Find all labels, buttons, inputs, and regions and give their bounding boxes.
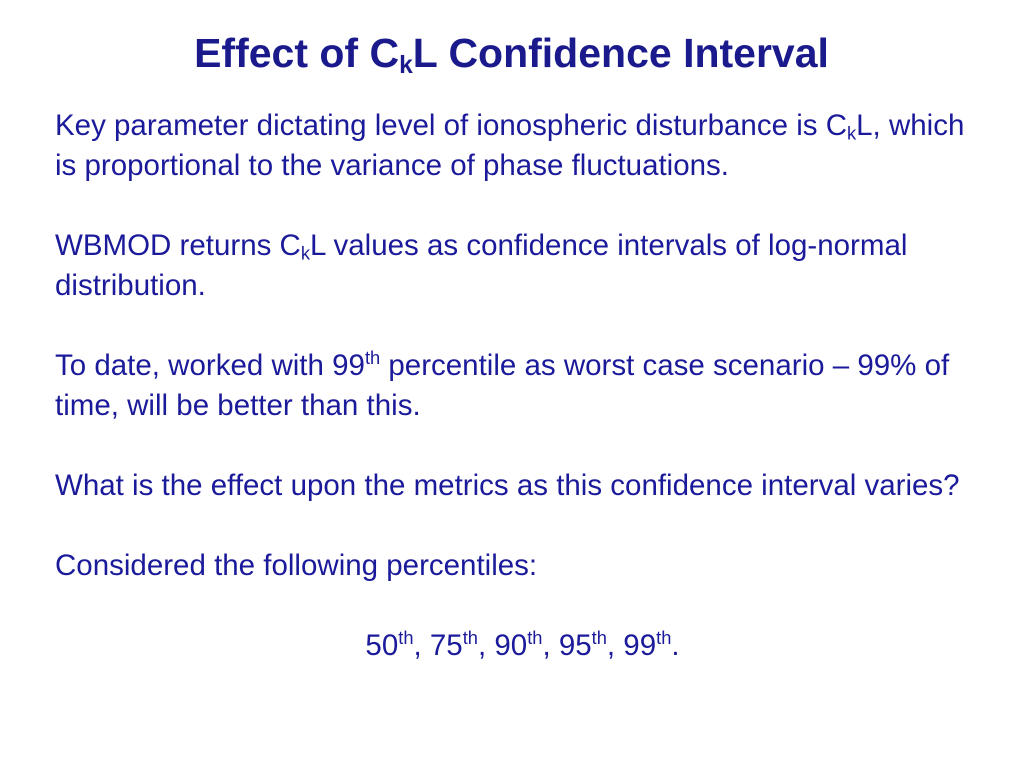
paragraph: What is the effect upon the metrics as t… xyxy=(55,466,990,506)
paragraph: WBMOD returns CkL values as confidence i… xyxy=(55,226,990,306)
text: L values as confidence intervals of log-… xyxy=(55,229,908,302)
title-text: L Confidence Interval xyxy=(412,30,829,76)
superscript: th xyxy=(462,627,478,649)
subscript: k xyxy=(847,122,857,144)
text: , 75 xyxy=(413,629,463,662)
subscript: k xyxy=(300,242,310,264)
superscript: th xyxy=(527,627,543,649)
text: , 90 xyxy=(477,629,528,662)
text: To date, worked with 99 xyxy=(55,349,365,382)
title-text: Effect of C xyxy=(194,30,400,76)
text: L, which is proportional to the variance… xyxy=(55,109,965,182)
superscript: th xyxy=(656,627,672,649)
superscript: th xyxy=(591,627,607,649)
percentile-list: 50th, 75th, 90th, 95th, 99th. xyxy=(55,626,990,666)
text: 50 xyxy=(365,629,399,662)
slide-body: Key parameter dictating level of ionosph… xyxy=(55,106,990,666)
text: . xyxy=(671,629,680,662)
paragraph: Key parameter dictating level of ionosph… xyxy=(55,106,990,186)
paragraph: To date, worked with 99th percentile as … xyxy=(55,346,990,426)
text: , 95 xyxy=(542,629,592,662)
text: WBMOD returns C xyxy=(55,229,301,262)
paragraph: Considered the following percentiles: xyxy=(55,546,990,586)
subscript: k xyxy=(399,52,413,80)
slide-title: Effect of CkL Confidence Interval xyxy=(0,28,1023,78)
superscript: th xyxy=(364,347,381,369)
text: Considered the following percentiles: xyxy=(55,549,538,582)
text: percentile as worst case scenario – 99% … xyxy=(55,349,950,422)
text: What is the effect upon the metrics as t… xyxy=(55,469,960,502)
text: , 99 xyxy=(606,629,657,662)
superscript: th xyxy=(398,627,414,649)
text: Key parameter dictating level of ionosph… xyxy=(55,109,847,142)
